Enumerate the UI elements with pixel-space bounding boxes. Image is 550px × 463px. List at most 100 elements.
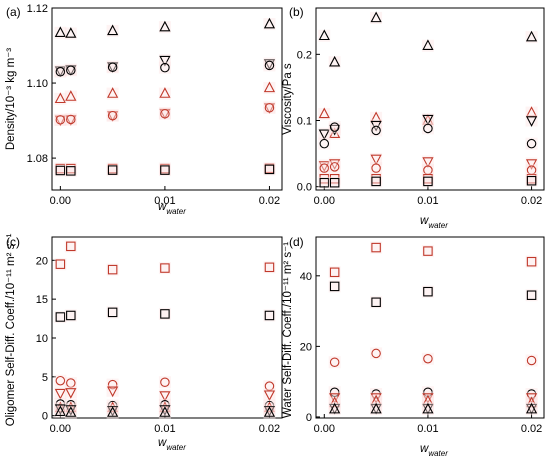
point-highlight [64, 309, 77, 322]
panel-a-marks [54, 17, 276, 177]
data-point-triangle-up-red [329, 396, 341, 408]
data-point-triangle-up-black [422, 39, 434, 50]
data-point-square-red [160, 263, 170, 273]
point-highlight [421, 245, 434, 258]
point-highlight [525, 174, 538, 187]
point-highlight [64, 162, 77, 175]
data-point-triangle-up-black [370, 402, 382, 414]
x-tick-label: 0.02 [259, 195, 280, 207]
point-highlight [421, 113, 434, 126]
point-highlight [263, 81, 276, 94]
point-highlight [370, 111, 383, 124]
data-point-triangle-up-red [329, 127, 341, 138]
data-point-square-red [55, 259, 66, 269]
point-highlight [54, 113, 67, 126]
data-point-triangle-up-black [370, 11, 382, 23]
point-highlight [318, 159, 331, 172]
panel-d-frame [315, 236, 545, 419]
point-highlight [158, 307, 171, 320]
x-tick-label: 0.01 [154, 423, 175, 435]
panel-a-label: (a) [6, 5, 21, 19]
point-highlight [370, 172, 383, 185]
data-point-triangle-up-black [65, 406, 77, 417]
point-highlight [421, 175, 434, 188]
point-highlight [421, 114, 434, 127]
point-highlight [106, 60, 119, 73]
point-highlight [318, 29, 331, 42]
point-highlight [370, 119, 383, 132]
x-tick-label: 0.02 [259, 423, 280, 435]
data-point-circle-black [160, 400, 170, 410]
x-tick-label: 0.02 [521, 423, 542, 435]
panel-b-label: (b) [289, 5, 304, 19]
point-highlight [318, 127, 331, 140]
point-highlight [370, 11, 383, 24]
data-point-triangle-up-black [107, 24, 119, 36]
point-highlight [525, 106, 538, 119]
data-point-circle-black [107, 62, 118, 73]
data-point-circle-red [107, 110, 118, 121]
y-tick-label: 20 [36, 255, 48, 267]
data-point-square-black [423, 176, 433, 187]
point-highlight [54, 401, 67, 414]
data-point-circle-red [160, 377, 170, 388]
data-point-circle-black [160, 62, 170, 73]
point-highlight [54, 65, 67, 78]
point-highlight [328, 402, 341, 415]
panel-b: (b) Viscosity/Pa s wwater 0.00 0.01 0.020.… [282, 5, 545, 230]
x-tick-label: 0.01 [154, 195, 175, 207]
point-highlight [106, 406, 119, 419]
data-point-circle-red [264, 381, 275, 391]
data-point-triangle-up-black [263, 406, 276, 417]
data-point-triangle-down-red [422, 393, 434, 404]
point-highlight [106, 164, 119, 177]
data-point-square-black [107, 307, 118, 318]
data-point-circle-red [55, 375, 66, 386]
point-highlight [54, 402, 67, 415]
point-highlight [54, 398, 67, 411]
x-tick-label: 0.00 [314, 423, 335, 435]
data-point-circle-red [319, 163, 330, 173]
data-point-circle-black [371, 125, 381, 136]
data-point-triangle-up-red [263, 81, 276, 93]
data-point-triangle-down-red [525, 159, 538, 170]
data-point-square-black [526, 290, 537, 300]
data-point-triangle-up-red [65, 90, 77, 101]
x-tick-label: 0.00 [50, 195, 71, 207]
y-tick-label: 40 [300, 271, 312, 283]
panel-a-frame [51, 7, 283, 191]
data-point-triangle-down-red [107, 386, 119, 398]
data-point-triangle-down-red [422, 157, 434, 168]
data-point-triangle-down-black [422, 114, 434, 126]
data-point-triangle-up-red [159, 401, 171, 413]
x-tick-label: 0.00 [314, 195, 335, 207]
y-tick-label: 0 [306, 412, 312, 424]
data-point-triangle-up-red [107, 401, 119, 413]
data-point-square-black [55, 165, 66, 176]
point-highlight [158, 406, 171, 419]
point-highlight [421, 285, 434, 298]
panel-a: (a) Density/10⁻³ kg m⁻³ wwater 0.00 0.01 0… [5, 3, 283, 216]
data-point-square-black [264, 164, 275, 175]
data-point-square-red [526, 256, 537, 267]
point-highlight [263, 309, 276, 322]
data-point-circle-red [526, 355, 537, 366]
data-point-triangle-up-black [263, 17, 276, 29]
point-highlight [54, 162, 67, 175]
data-point-square-black [66, 166, 76, 176]
panel-a-xlabel: wwater [158, 201, 186, 216]
point-highlight [421, 155, 434, 168]
panel-d-ylabel: Water Self-Diff. Coeff./10⁻¹¹ m² s⁻¹ [282, 242, 294, 418]
data-point-triangle-down-red [329, 393, 341, 404]
point-highlight [158, 54, 171, 67]
data-point-triangle-up-black [159, 20, 171, 32]
panel-a-ylabel: Density/10⁻³ kg m⁻³ [5, 48, 17, 150]
data-point-circle-red [371, 163, 381, 173]
y-tick-label: 0.0 [297, 182, 312, 194]
x-tick-label: 0.00 [50, 423, 71, 435]
panel-b-marks [318, 11, 538, 189]
data-point-triangle-down-red [370, 393, 382, 404]
y-tick-label: 1.12 [27, 3, 48, 15]
point-highlight [525, 403, 538, 416]
point-highlight [158, 389, 171, 402]
